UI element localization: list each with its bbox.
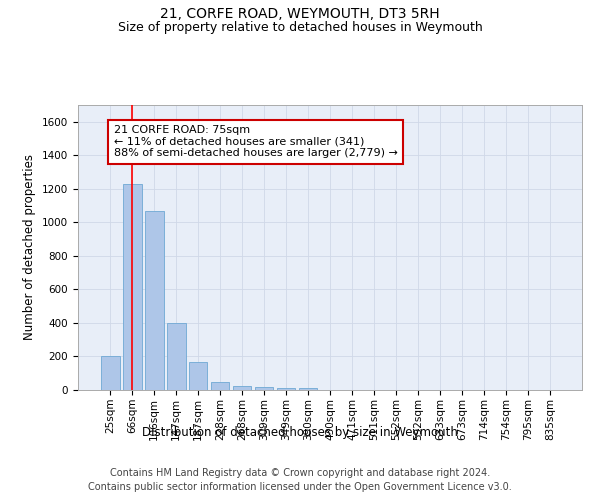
- Bar: [167, 323, 185, 390]
- Y-axis label: Number of detached properties: Number of detached properties: [23, 154, 37, 340]
- Bar: [123, 184, 142, 390]
- Bar: [255, 388, 274, 390]
- Bar: [277, 388, 295, 390]
- Bar: [233, 386, 251, 390]
- Bar: [211, 382, 229, 390]
- Text: Size of property relative to detached houses in Weymouth: Size of property relative to detached ho…: [118, 21, 482, 34]
- Text: 21 CORFE ROAD: 75sqm
← 11% of detached houses are smaller (341)
88% of semi-deta: 21 CORFE ROAD: 75sqm ← 11% of detached h…: [113, 126, 397, 158]
- Text: Contains HM Land Registry data © Crown copyright and database right 2024.: Contains HM Land Registry data © Crown c…: [110, 468, 490, 477]
- Bar: [299, 388, 317, 390]
- Bar: [189, 362, 208, 390]
- Text: 21, CORFE ROAD, WEYMOUTH, DT3 5RH: 21, CORFE ROAD, WEYMOUTH, DT3 5RH: [160, 8, 440, 22]
- Text: Contains public sector information licensed under the Open Government Licence v3: Contains public sector information licen…: [88, 482, 512, 492]
- Bar: [101, 356, 119, 390]
- Bar: [145, 212, 164, 390]
- Text: Distribution of detached houses by size in Weymouth: Distribution of detached houses by size …: [142, 426, 458, 439]
